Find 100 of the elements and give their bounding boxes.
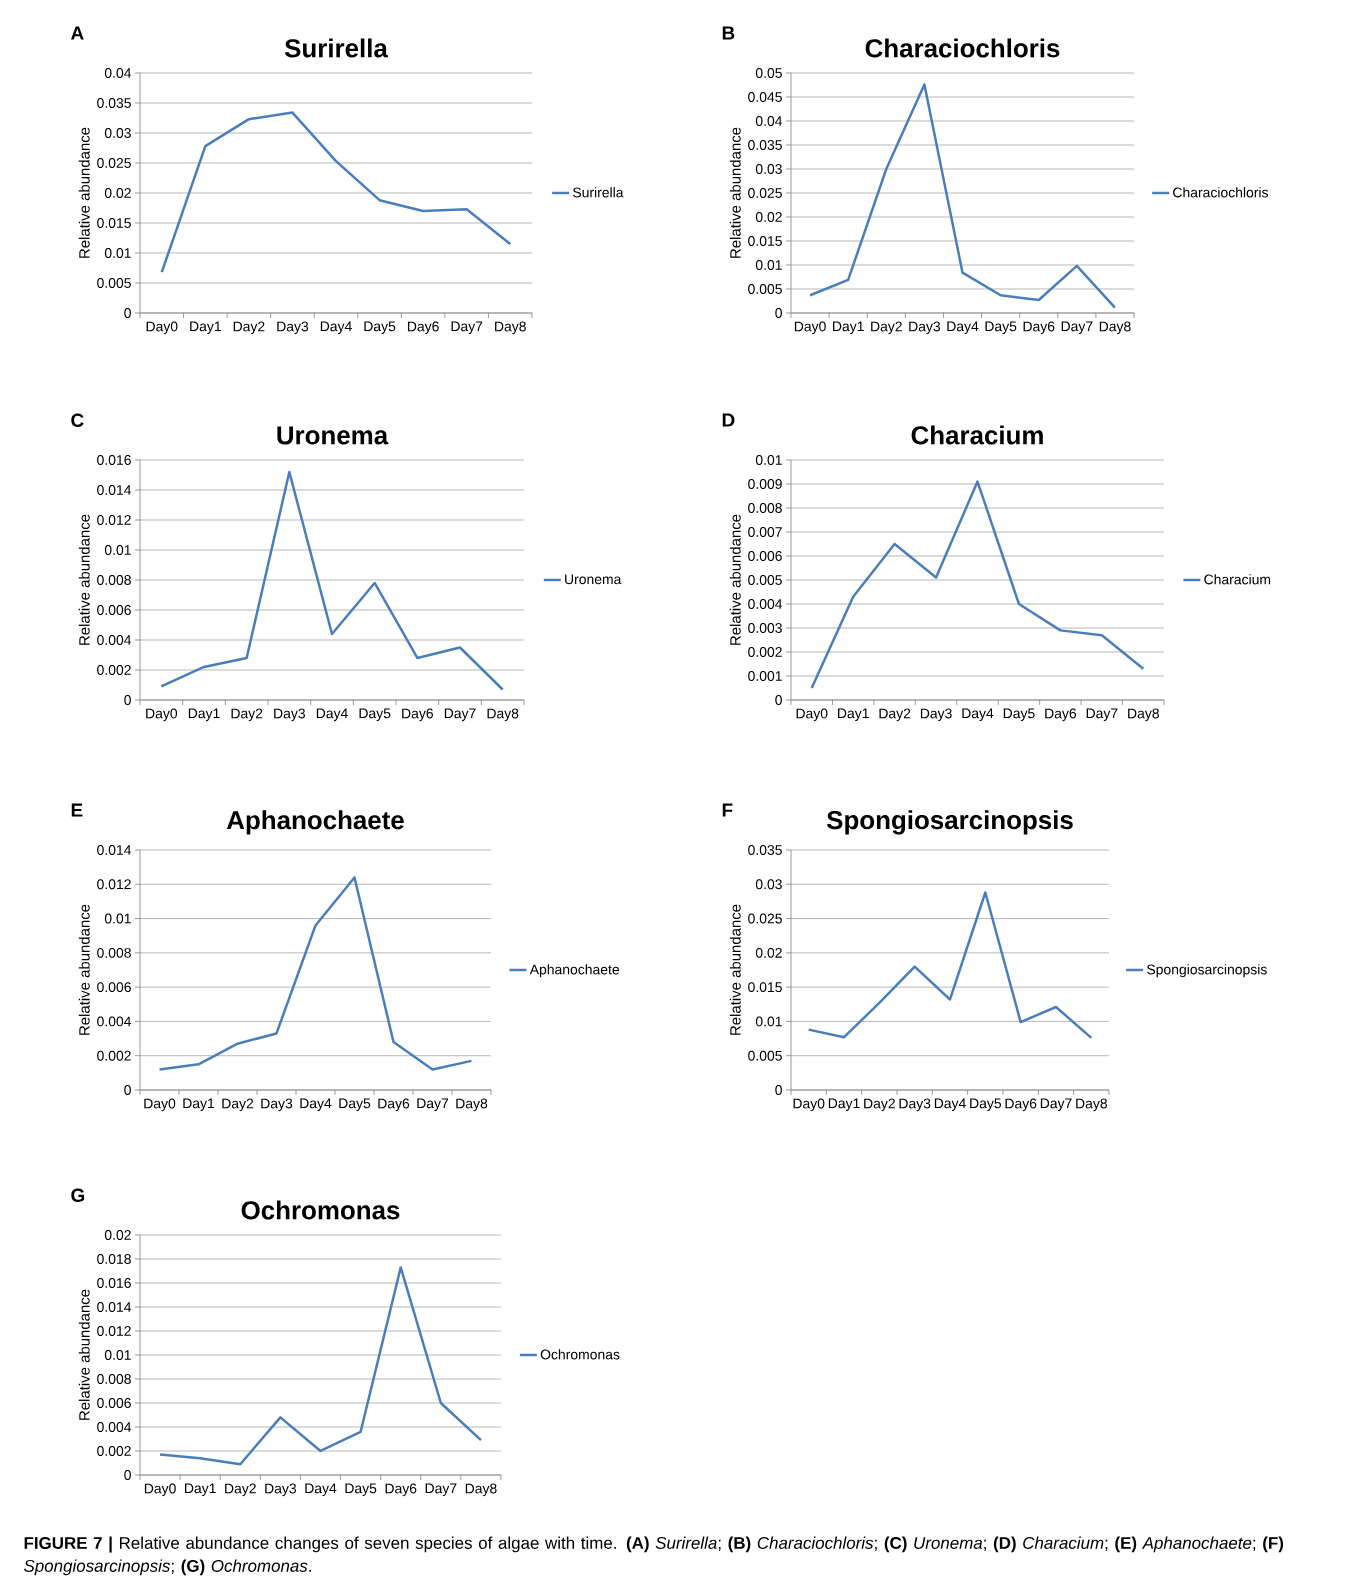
x-tick-label: Day7 xyxy=(417,1098,449,1111)
line-series xyxy=(158,876,473,1071)
y-tick-label: 0 xyxy=(775,695,782,705)
y-axis-title: Relative abundance xyxy=(78,127,90,258)
x-tick-label: Day0 xyxy=(794,321,826,335)
x-tick-label: Day2 xyxy=(879,708,911,722)
legend-label: Characiochloris xyxy=(1173,187,1268,198)
legend-label: Characium xyxy=(1204,574,1271,585)
text: G xyxy=(71,1188,85,1202)
y-tick-label: 0.04 xyxy=(104,68,132,78)
line-series xyxy=(810,480,1145,690)
legend-label: Spongiosarcinopsis xyxy=(1147,964,1267,978)
y-tick-label: 0.045 xyxy=(748,92,782,102)
x-tick-label: Day2 xyxy=(222,1098,254,1112)
chart-title: Ochromonas xyxy=(241,1200,400,1220)
y-tick-label: 0.002 xyxy=(97,1050,131,1061)
y-tick-label: 0.004 xyxy=(748,599,783,609)
y-tick-label: 0.006 xyxy=(97,982,131,993)
chart-title: Characium xyxy=(911,425,1043,445)
y-tick-label: 0.009 xyxy=(748,479,782,489)
y-tick-label: 0.025 xyxy=(748,188,782,198)
x-tick-label: Day1 xyxy=(838,708,869,721)
y-tick-label: 0.015 xyxy=(748,236,782,246)
y-tick-label: 0 xyxy=(775,1085,782,1095)
y-tick-label: 0.01 xyxy=(104,913,131,924)
legend-label: Surirella xyxy=(573,187,624,198)
y-tick-label: 0.02 xyxy=(104,188,131,198)
x-tick-label: Day5 xyxy=(364,321,396,334)
x-tick-label: Day6 xyxy=(378,1098,410,1112)
y-tick-label: 0.005 xyxy=(748,1050,782,1061)
x-tick-label: Day1 xyxy=(188,708,220,721)
chart-title: Aphanochaete xyxy=(226,810,404,835)
y-tick-label: 0.005 xyxy=(97,278,131,288)
y-tick-label: 0.02 xyxy=(755,947,782,958)
x-tick-label: Day8 xyxy=(465,1483,497,1497)
x-tick-label: Day1 xyxy=(828,1098,860,1111)
y-axis-title: Relative abundance xyxy=(729,514,741,645)
x-tick-label: Day2 xyxy=(871,321,902,335)
y-tick-label: 0.014 xyxy=(97,845,132,855)
y-tick-label: 0.015 xyxy=(748,982,782,993)
legend-label: Uronema xyxy=(565,574,622,585)
y-tick-label: 0.016 xyxy=(97,455,131,465)
x-tick-label: Day8 xyxy=(1128,708,1159,722)
y-tick-label: 0.012 xyxy=(97,1326,131,1336)
x-tick-label: Day3 xyxy=(909,321,941,335)
x-tick-label: Day5 xyxy=(985,321,1017,334)
legend-label: Ochromonas xyxy=(540,1349,620,1360)
chart-title: Characiochloris xyxy=(865,38,1060,58)
x-tick-label: Day0 xyxy=(146,708,178,722)
text: B xyxy=(722,26,735,40)
line-series xyxy=(160,111,512,274)
y-axis-title: Relative abundance xyxy=(78,514,90,645)
line-series xyxy=(160,470,504,691)
x-tick-label: Day0 xyxy=(144,1483,176,1497)
y-tick-label: 0.025 xyxy=(97,158,131,168)
x-tick-label: Day8 xyxy=(1076,1098,1108,1112)
y-tick-label: 0.005 xyxy=(748,284,782,294)
y-tick-label: 0.008 xyxy=(97,947,131,958)
line-series xyxy=(158,1266,483,1466)
y-tick-label: 0.02 xyxy=(104,1230,131,1240)
y-tick-label: 0 xyxy=(124,1470,131,1480)
x-tick-label: Day1 xyxy=(833,321,864,334)
x-tick-label: Day5 xyxy=(1003,708,1035,721)
x-tick-label: Day8 xyxy=(456,1098,488,1112)
y-tick-label: 0.02 xyxy=(755,212,782,222)
x-tick-label: Day3 xyxy=(277,321,309,335)
y-tick-label: 0.002 xyxy=(97,1446,131,1456)
x-tick-label: Day4 xyxy=(934,1098,966,1111)
y-axis-title: Relative abundance xyxy=(729,904,741,1035)
y-tick-label: 0.014 xyxy=(97,1302,132,1312)
text: C xyxy=(71,413,84,427)
x-tick-label: Day4 xyxy=(316,708,348,721)
x-tick-label: Day7 xyxy=(451,321,483,334)
y-tick-label: 0 xyxy=(124,308,131,318)
x-tick-label: Day4 xyxy=(305,1483,337,1497)
y-tick-label: 0.014 xyxy=(97,485,132,495)
y-tick-label: 0.006 xyxy=(748,551,782,561)
y-tick-label: 0.01 xyxy=(104,248,131,258)
x-tick-label: Day6 xyxy=(402,708,433,722)
x-tick-label: Day6 xyxy=(407,321,439,335)
x-tick-label: Day3 xyxy=(261,1098,293,1112)
x-tick-label: Day3 xyxy=(265,1483,297,1497)
text: FIGURE 7 | Relative abundance changes of seven species of algae with time. (A) Surirella; (B) Characiochloris; (C) Uronema; (D) Characium; (E) Aphanochaete; (F) Spongiosarcinopsis; (G) Ochromonas. xyxy=(24,1536,1284,1576)
x-tick-label: Day1 xyxy=(183,1098,215,1111)
x-tick-label: Day5 xyxy=(345,1483,377,1497)
x-tick-label: Day4 xyxy=(320,321,352,334)
x-tick-label: Day6 xyxy=(1005,1098,1037,1112)
y-tick-label: 0.006 xyxy=(97,1398,131,1408)
text: E xyxy=(71,803,83,817)
y-tick-label: 0.01 xyxy=(104,1350,131,1360)
y-tick-label: 0.002 xyxy=(748,647,782,657)
x-tick-label: Day7 xyxy=(444,708,476,721)
x-tick-label: Day4 xyxy=(962,708,994,721)
y-axis-title: Relative abundance xyxy=(78,1289,90,1420)
y-tick-label: 0.04 xyxy=(755,116,783,126)
y-tick-label: 0.005 xyxy=(748,575,782,585)
y-tick-label: 0.012 xyxy=(97,515,131,525)
x-tick-label: Day2 xyxy=(233,321,265,335)
x-tick-label: Day0 xyxy=(146,321,178,335)
x-tick-label: Day6 xyxy=(1045,708,1077,722)
